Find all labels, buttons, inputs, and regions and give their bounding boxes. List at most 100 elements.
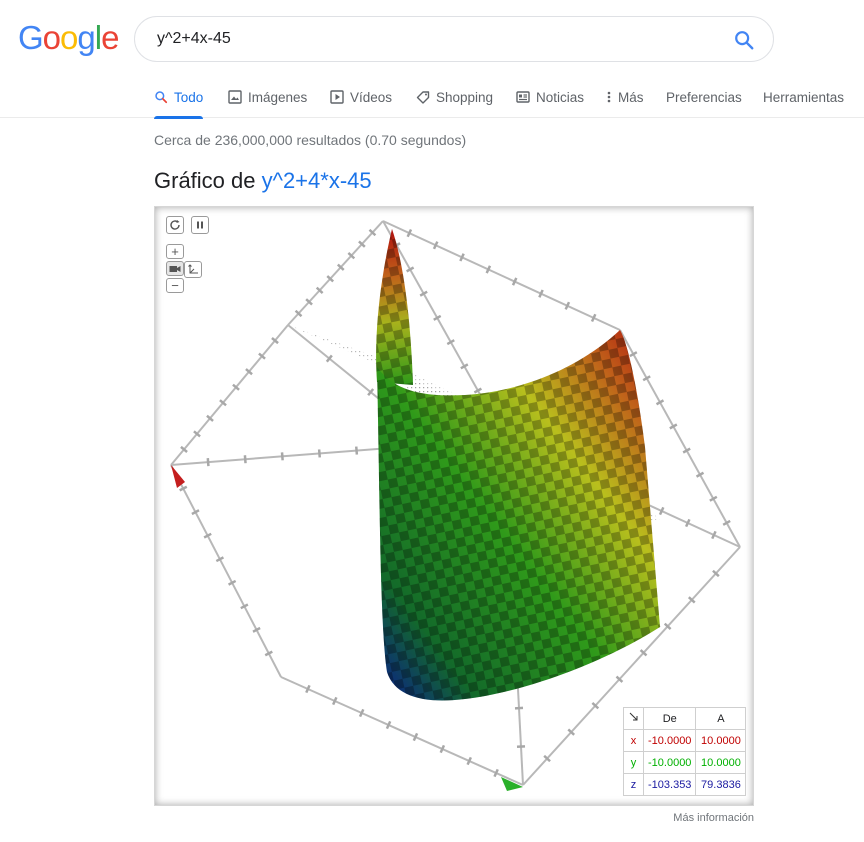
axis-tick [682, 447, 691, 454]
axis-tick [317, 449, 322, 458]
google-logo[interactable]: Google [18, 19, 119, 56]
axis-tick [264, 650, 273, 657]
axis-tick [419, 290, 428, 297]
axis-tick [271, 337, 279, 345]
tab-todo[interactable]: Todo [154, 76, 204, 119]
axis-tick [294, 309, 303, 318]
graph-3d-canvas[interactable]: + − De A x -10.0000 10.0000 y -10. [154, 206, 754, 806]
search-icon [155, 91, 168, 104]
axis-tick [669, 423, 678, 430]
tab-videos[interactable]: Vídeos [330, 76, 392, 118]
camera-mode-button[interactable] [166, 261, 184, 276]
range-header-from: De [642, 707, 697, 730]
axis-tick [305, 298, 313, 306]
logo-letter: G [18, 19, 44, 56]
logo-letter: l [94, 19, 102, 56]
graph-function[interactable]: y^2+4*x-45 [261, 168, 372, 193]
surface-main-checker [377, 330, 660, 701]
tab-label: Imágenes [248, 89, 308, 105]
news-icon [516, 91, 530, 103]
axis-tick [511, 277, 518, 286]
axis-tick [655, 399, 665, 406]
axis-tick [538, 289, 544, 298]
reset-view-button[interactable] [166, 216, 184, 234]
surface-back-fin-checker [376, 229, 413, 385]
axis-tick [326, 275, 335, 283]
axis-tick [385, 720, 392, 730]
axis-tick [325, 354, 333, 363]
axis-tick [684, 518, 691, 528]
axis-tick [354, 446, 359, 455]
axis-tick [245, 368, 253, 376]
axis-tick [459, 253, 465, 262]
axes-mode-button[interactable] [184, 261, 202, 278]
x-from-input[interactable]: -10.0000 [642, 729, 697, 752]
axis-tick [206, 458, 210, 467]
tab-noticias[interactable]: Noticias [516, 76, 584, 118]
zoom-in-button[interactable]: + [166, 244, 184, 259]
axis-tick [252, 626, 261, 633]
logo-letter: o [60, 19, 78, 56]
search-input[interactable] [155, 28, 715, 50]
axis-tick [219, 399, 227, 407]
axis-tick [240, 603, 249, 610]
axis-tick [439, 744, 446, 754]
axis-tick [243, 455, 247, 464]
tag-icon [416, 91, 430, 104]
axis-tick [432, 241, 439, 250]
axis-tick [709, 495, 718, 502]
axis-label-y: y [623, 751, 644, 774]
y-to-input[interactable]: 10.0000 [695, 751, 747, 774]
axis-tick [712, 569, 720, 578]
axis-tick [615, 675, 624, 683]
axis-tick [227, 579, 237, 586]
cube-edge [287, 220, 384, 326]
axis-tick [305, 684, 311, 694]
camera-icon [169, 265, 181, 272]
axis-tick [722, 519, 731, 526]
axis-tick [687, 596, 696, 604]
tab-mas[interactable]: Más [606, 76, 644, 118]
range-corner-icon [623, 707, 644, 730]
more-info-link[interactable]: Más información [673, 812, 754, 824]
cube-edge [170, 464, 282, 678]
axis-tick [642, 375, 651, 382]
tab-label: Todo [174, 89, 204, 105]
zoom-out-button[interactable]: − [166, 278, 184, 293]
axis-tick [332, 696, 338, 706]
axis-tick [406, 228, 413, 238]
axis-tick [367, 388, 375, 397]
video-icon [330, 90, 344, 104]
axis-tick [347, 252, 356, 260]
axis-tick [543, 754, 551, 763]
x-to-input[interactable]: 10.0000 [695, 729, 747, 752]
search-tabs: Todo Imágenes Vídeos Shopping Noticias [0, 76, 864, 119]
tab-shopping[interactable]: Shopping [416, 76, 493, 118]
range-header-to: A [695, 707, 747, 730]
pause-button[interactable] [191, 216, 209, 234]
tab-preferencias[interactable]: Preferencias [666, 76, 742, 118]
axis-tick [412, 732, 419, 742]
search-button[interactable] [733, 29, 755, 51]
z-from-input[interactable]: -103.353 [642, 773, 697, 796]
axis-tick [658, 506, 665, 516]
axis-tick [493, 768, 499, 778]
z-to-input[interactable]: 79.3836 [695, 773, 747, 796]
graph-title: Gráfico de y^2+4*x-45 [154, 168, 372, 194]
axis-tick [203, 532, 212, 539]
pause-icon [197, 221, 203, 229]
more-vert-icon [607, 91, 611, 103]
graph-title-prefix: Gráfico de [154, 168, 256, 193]
axis-tick [215, 556, 225, 563]
axis-tick [258, 352, 266, 360]
axis-tick [336, 263, 345, 271]
axis-tick [639, 649, 648, 657]
range-table: De A x -10.0000 10.0000 y -10.0000 10.00… [623, 707, 747, 796]
tab-imagenes[interactable]: Imágenes [228, 76, 307, 118]
tab-herramientas[interactable]: Herramientas [763, 76, 844, 118]
search-icon [735, 31, 754, 50]
axis-tick [711, 530, 717, 540]
axis-tick [629, 351, 638, 358]
y-from-input[interactable]: -10.0000 [642, 751, 697, 774]
axis-tick [180, 445, 188, 453]
